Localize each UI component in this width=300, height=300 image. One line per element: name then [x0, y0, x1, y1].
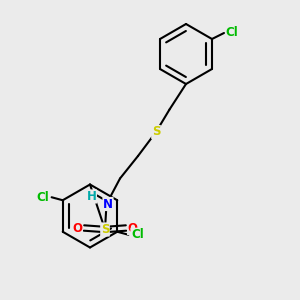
Text: O: O [72, 221, 82, 235]
Text: H: H [87, 190, 96, 203]
Text: S: S [152, 125, 160, 139]
Text: Cl: Cl [131, 228, 144, 241]
Text: Cl: Cl [36, 191, 49, 204]
Text: O: O [128, 221, 138, 235]
Text: Cl: Cl [226, 26, 238, 40]
Text: S: S [101, 223, 109, 236]
Text: N: N [103, 197, 113, 211]
